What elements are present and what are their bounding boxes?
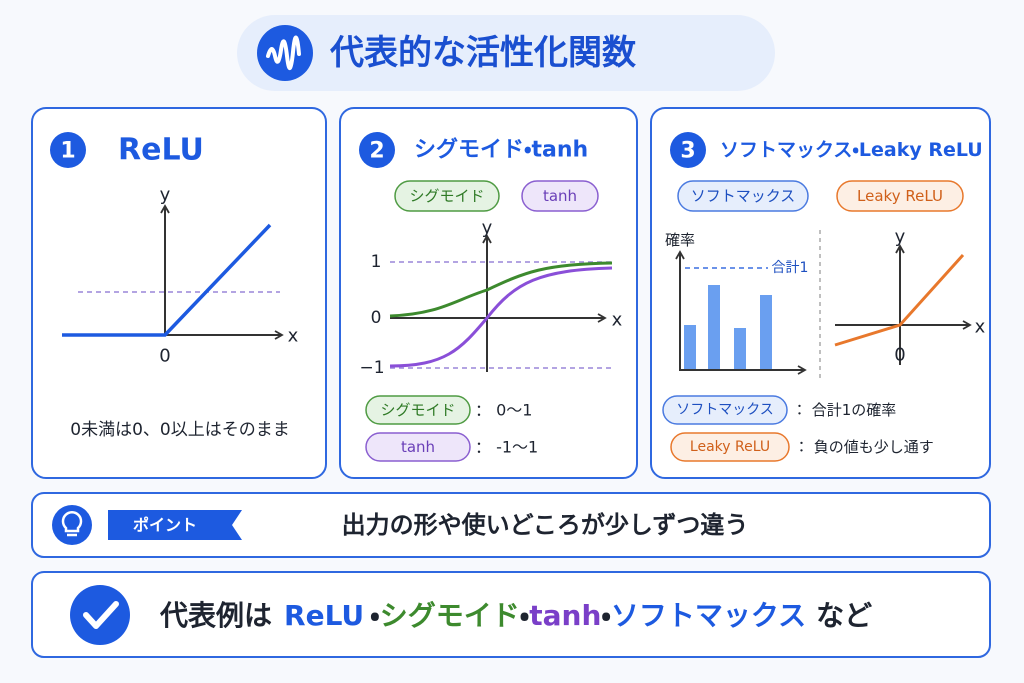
axis-label: y [482,218,493,239]
summary-item: ソフトマックス [611,599,806,632]
softmax-bar [734,328,746,370]
axis-label: x [288,326,299,347]
softmax-bar [708,285,720,370]
axis-label: 確率 [665,231,695,249]
panel-title: シグモイド・tanh [414,137,588,163]
caption: 0未満は0、0以上はそのまま [70,420,289,440]
tag [521,180,599,212]
tanh-curve [389,266,613,368]
point-badge [108,510,242,540]
legend-tag-label: ソフトマックス [676,402,774,418]
number: 3 [680,139,695,164]
separator: ・ [520,599,530,632]
separator: ・ [370,599,380,632]
sigmoid-curve [389,261,613,318]
legend-text: ： 負の値も少し通す [794,438,934,456]
number-badge [359,132,395,168]
legend-text: ： -1〜1 [475,438,538,457]
bulb-icon [61,511,83,537]
number-badge [50,132,86,168]
sum-label: 合計1 [772,260,809,276]
tag [677,180,809,212]
title-pill [237,15,775,91]
axis-label: x [975,317,986,338]
tag-label: Leaky ReLU [857,187,943,205]
origin-label: 0 [159,346,170,367]
wave-icon [266,35,301,70]
legend-tag-label: Leaky ReLU [690,439,770,455]
summary-text: 代表例は ReLU ・シグモイド・tanh・ソフトマックス など [159,599,872,632]
legend-tag [662,395,788,425]
title: 代表的な活性化関数 [329,33,636,73]
softmax-bar [684,325,696,370]
tag-label: tanh [543,187,577,205]
point-bar [31,492,991,558]
legend-text: ： 0〜1 [475,401,532,420]
legend-tag [365,432,471,462]
tag [394,180,500,212]
tag-label: ソフトマックス [691,187,796,205]
leaky-relu-curve [834,253,965,347]
panel [31,107,327,479]
tick-label: 0 [371,308,382,328]
legend-text: ： 合計1の確率 [792,401,896,419]
summary-item: シグモイド [380,599,520,632]
legend-tag-label: シグモイド [380,401,455,419]
origin-label: 0 [894,345,905,366]
legend-tag-label: tanh [401,438,435,456]
point-text: 出力の形や使いどころが少しずつ違う [342,511,749,539]
softmax-bar [760,295,772,370]
tag-label: シグモイド [409,187,484,205]
tag [836,180,964,212]
axis-label: y [160,185,171,206]
legend-tag [365,395,471,425]
check-badge [70,585,130,645]
number: 1 [60,139,75,164]
number: 2 [369,139,384,164]
summary-lead: 代表例は [159,599,272,632]
separator: ・ [601,599,611,632]
check-icon [83,601,119,629]
summary-item: ReLU [284,599,364,632]
relu-curve [62,223,272,337]
tick-label: 1 [371,252,382,272]
tick-label: −1 [359,358,384,378]
legend-tag [670,432,790,462]
panel-title: ReLU [118,133,204,168]
summary-item: tanh [529,599,601,632]
point-badge-label: ポイント [133,516,197,535]
summary-tail: など [816,599,872,632]
axis-label: y [895,227,906,248]
panel-title: ソフトマックス・Leaky ReLU [720,139,983,161]
bulb-badge [52,505,92,545]
number-badge [670,132,706,168]
summary-bar [31,571,991,658]
axis-label: x [612,310,623,331]
